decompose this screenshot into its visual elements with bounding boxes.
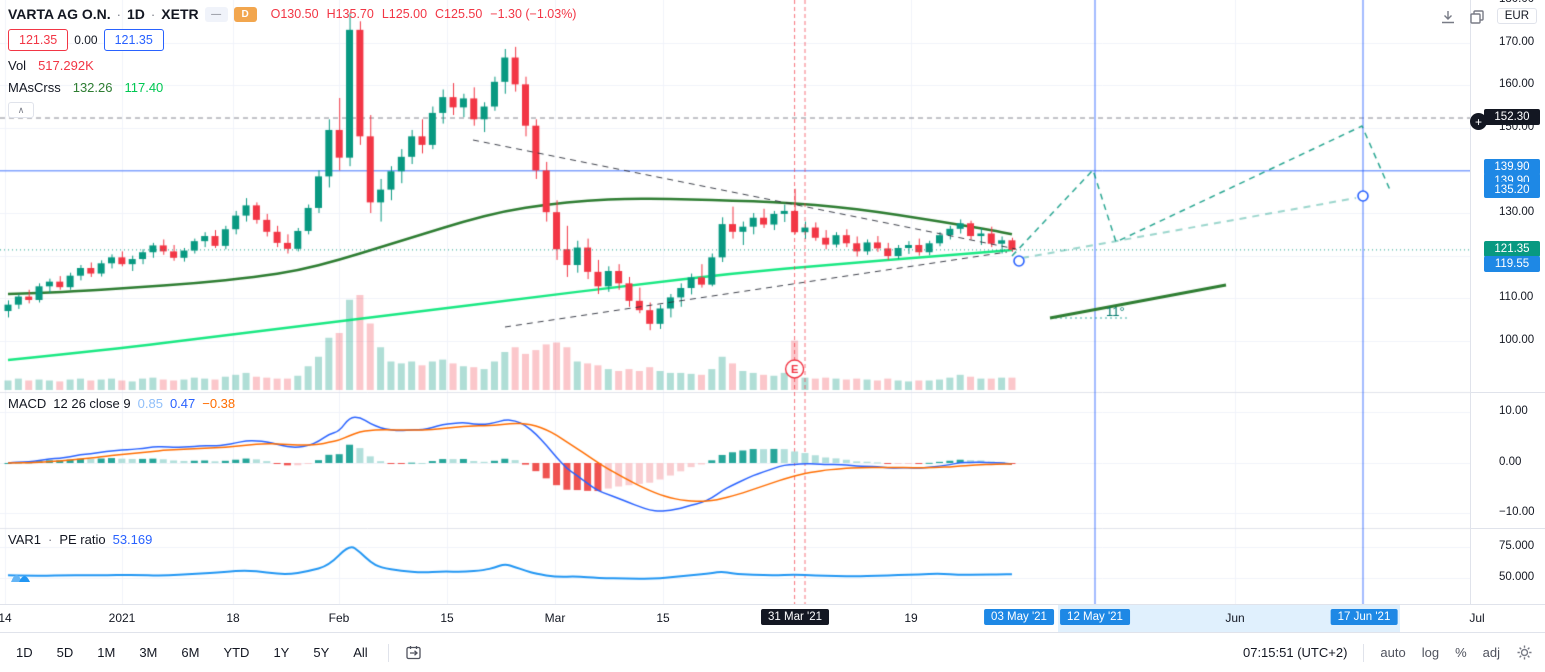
indicator-tick: 50.000 xyxy=(1499,571,1535,583)
separator-dot: · xyxy=(48,532,53,547)
time-tick: 2021 xyxy=(108,611,136,625)
maximize-pane-button[interactable] xyxy=(1466,6,1488,28)
time-tick: Jun xyxy=(1225,611,1245,625)
collapse-legend-button[interactable]: ∧ xyxy=(8,102,34,118)
add-alert-button[interactable]: + xyxy=(1470,113,1487,130)
download-chart-button[interactable] xyxy=(1437,6,1459,28)
sell-button[interactable]: 121.35 xyxy=(8,29,69,51)
separator-dot: · xyxy=(150,6,156,22)
toggle-log[interactable]: log xyxy=(1421,645,1440,660)
bottom-toolbar: 1D 5D 1M 3M 6M YTD 1Y 5Y All 07:15:51 (UTC+2) au… xyxy=(0,632,1545,672)
price-tick: 160.00 xyxy=(1499,78,1535,91)
price-tick: 100.00 xyxy=(1499,333,1535,346)
price-tick: 130.00 xyxy=(1499,206,1535,219)
toggle-adj[interactable]: adj xyxy=(1482,645,1500,660)
price-badge: 139.90 xyxy=(1484,158,1540,175)
range-button-5d[interactable]: 5D xyxy=(56,645,74,660)
pane-separator xyxy=(1471,528,1545,529)
toolbar-divider xyxy=(387,643,389,662)
macd-signal-value: −0.38 xyxy=(202,396,236,411)
ohlc-readout: O130.50 H135.70 L125.00 C125.50 −1.30 (−… xyxy=(271,7,577,21)
ohlc-close: C125.50 xyxy=(435,7,483,21)
hide-indicator-button[interactable]: — xyxy=(204,6,228,22)
time-tick: 14 xyxy=(0,611,12,625)
separator-dot: · xyxy=(116,6,122,22)
time-tick: Feb xyxy=(328,611,350,625)
time-tick: Jul xyxy=(1469,611,1485,625)
ohlc-change: −1.30 (−1.03%) xyxy=(490,7,577,21)
price-badge: 135.20 xyxy=(1484,181,1540,198)
toggle-auto[interactable]: auto xyxy=(1380,645,1406,660)
clock-timezone[interactable]: 07:15:51 (UTC+2) xyxy=(1242,645,1348,660)
range-button-3m[interactable]: 3M xyxy=(139,645,158,660)
range-button-1m[interactable]: 1M xyxy=(97,645,116,660)
currency-label[interactable]: EUR xyxy=(1496,8,1537,24)
time-badge[interactable]: 12 May '21 xyxy=(1060,609,1130,625)
indicator-waves-icon[interactable] xyxy=(10,566,32,587)
time-axis[interactable]: 14 2021 18 Feb 15 Mar 15 19 Jun Jul 31 Mar '21 03 M… xyxy=(0,604,1545,633)
time-badge[interactable]: 31 Mar '21 xyxy=(761,609,829,625)
price-tick: 170.00 xyxy=(1499,35,1535,48)
pane-separator xyxy=(1471,392,1545,393)
range-button-all[interactable]: All xyxy=(353,645,368,660)
exchange-label[interactable]: XETR xyxy=(161,6,199,22)
time-tick: Mar xyxy=(544,611,566,625)
range-button-ytd[interactable]: YTD xyxy=(223,645,250,660)
range-button-1y[interactable]: 1Y xyxy=(273,645,290,660)
price-badge: 152.30 xyxy=(1484,109,1540,126)
time-badge[interactable]: 03 May '21 xyxy=(984,609,1054,625)
time-tick: 18 xyxy=(226,611,240,625)
ohlc-open: O130.50 xyxy=(270,7,319,21)
toolbar-divider xyxy=(1363,643,1365,662)
range-button-6m[interactable]: 6M xyxy=(181,645,200,660)
indicator-tick: 0.00 xyxy=(1499,456,1522,468)
indicator-tick: 75.000 xyxy=(1499,540,1535,552)
dividend-badge[interactable]: D xyxy=(233,6,257,22)
chart-canvas[interactable] xyxy=(0,0,1470,604)
spread-value: 0.00 xyxy=(74,33,98,47)
macd-title[interactable]: MACD xyxy=(8,396,47,411)
ohlc-high: H135.70 xyxy=(326,7,374,21)
var1-title[interactable]: VAR1 xyxy=(8,532,41,547)
price-tick: 110.00 xyxy=(1499,291,1534,304)
var1-legend: VAR1 · PE ratio 53.169 xyxy=(8,532,152,547)
indicator-tick: 10.00 xyxy=(1499,405,1528,417)
volume-indicator-label[interactable]: Vol xyxy=(8,58,27,73)
toggle-percent[interactable]: % xyxy=(1455,645,1467,660)
symbol-legend: VARTA AG O.N. · 1D · XETR — D O130.50 H1… xyxy=(8,6,576,125)
ohlc-low: L125.00 xyxy=(381,7,428,21)
var1-name: PE ratio xyxy=(59,532,106,547)
settings-gear-icon[interactable] xyxy=(1516,644,1533,661)
time-tick: 15 xyxy=(440,611,454,625)
price-tick: 180.00 xyxy=(1499,0,1534,5)
indicator-tick: −10.00 xyxy=(1499,506,1535,518)
buy-button[interactable]: 121.35 xyxy=(103,29,164,51)
price-badge: 121.35 xyxy=(1484,240,1540,257)
macd-legend: MACD 12 26 close 9 0.85 0.47 −0.38 xyxy=(8,396,235,411)
symbol-title[interactable]: VARTA AG O.N. xyxy=(8,6,111,22)
ma-dark-value: 132.26 xyxy=(72,80,113,95)
macd-hist-value: 0.85 xyxy=(137,396,163,411)
time-tick: 15 xyxy=(656,611,670,625)
range-button-1d[interactable]: 1D xyxy=(16,645,33,660)
macd-params: 12 26 close 9 xyxy=(53,396,131,411)
range-button-5y[interactable]: 5Y xyxy=(313,645,330,660)
interval-label[interactable]: 1D xyxy=(127,6,145,22)
time-tick: 19 xyxy=(904,611,918,625)
var1-value: 53.169 xyxy=(112,532,153,547)
price-badge: 119.55 xyxy=(1484,256,1540,273)
ma-light-value: 117.40 xyxy=(124,80,164,95)
go-to-date-button[interactable] xyxy=(405,644,422,661)
volume-value: 517.292K xyxy=(38,58,94,73)
macd-line-value: 0.47 xyxy=(169,396,196,411)
price-axis[interactable]: EUR 180.00170.00160.00150.00130.00110.00… xyxy=(1470,0,1545,604)
mas-indicator-label[interactable]: MAsCrss xyxy=(8,80,61,95)
time-badge[interactable]: 17 Jun '21 xyxy=(1330,609,1398,625)
